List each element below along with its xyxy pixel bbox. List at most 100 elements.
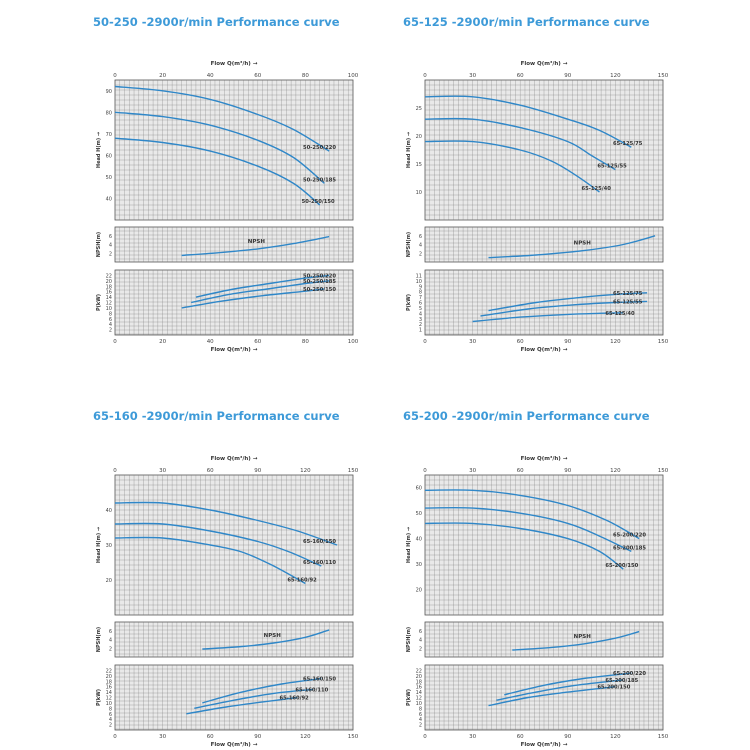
y-tick-label: 22: [416, 668, 422, 674]
x-tick-label-top: 0: [423, 73, 427, 79]
y-tick-label: 6: [109, 629, 112, 635]
head-series-label: 50-250/185: [303, 177, 336, 183]
y-tick-label: 2: [109, 646, 112, 652]
head-series-label: 65-125/75: [613, 141, 643, 147]
npsh-axis-label: NPSH(m): [406, 232, 412, 257]
chart-0: Flow Q(m³/h) →0 20 40 60 80 100405060708090He…: [96, 60, 359, 353]
power-axis-label: P(kW): [406, 689, 412, 706]
y-tick-label: 18: [106, 679, 112, 685]
x-tick-label-bottom: 90: [254, 734, 261, 740]
head-curve: [114, 111, 325, 184]
y-tick-label: 2: [419, 251, 422, 257]
head-curve: [424, 117, 616, 171]
y-tick-label: 2: [419, 646, 422, 652]
y-tick-label: 40: [106, 508, 112, 514]
x-tick-label-bottom: 40: [207, 339, 214, 345]
y-tick-label: 25: [416, 106, 422, 112]
y-tick-label: 14: [106, 690, 112, 696]
x-tick-label-bottom: 150: [658, 734, 669, 740]
power-panel: 246810121416182022P(kW)65-200/22065-200/…: [406, 664, 664, 731]
y-tick-label: 4: [419, 638, 422, 644]
y-tick-label: 7: [419, 295, 422, 301]
y-tick-label: 4: [109, 243, 112, 249]
y-tick-label: 2: [419, 723, 422, 729]
y-tick-label: 20: [416, 134, 422, 140]
power-curve: [496, 679, 624, 701]
x-tick-label-top: 30: [469, 468, 476, 474]
head-curve: [114, 137, 321, 206]
power-series-label: 65-125/55: [613, 299, 643, 305]
power-series-label: 65-200/220: [613, 671, 646, 677]
y-tick-label: 4: [419, 717, 422, 723]
x-tick-label-bottom: 60: [207, 734, 214, 740]
head-axis-label: Head H(m) →: [96, 132, 102, 168]
npsh-curve: [181, 235, 330, 257]
power-series-label: 50-250/185: [303, 279, 336, 285]
y-tick-label: 14: [106, 295, 112, 301]
head-series-label: 50-250/220: [303, 145, 336, 151]
y-tick-label: 6: [419, 712, 422, 718]
y-tick-label: 11: [416, 273, 422, 279]
head-curve: [424, 489, 640, 540]
x-tick-label-bottom: 30: [159, 734, 166, 740]
y-tick-label: 4: [419, 243, 422, 249]
head-series-label: 65-200/220: [613, 533, 646, 539]
y-tick-label: 30: [106, 543, 112, 549]
npsh-curve: [512, 630, 640, 651]
npsh-curve-label: NPSH: [248, 239, 266, 245]
npsh-axis-label: NPSH(m): [96, 627, 102, 652]
y-tick-label: 40: [106, 196, 112, 202]
head-series-label: 65-125/55: [597, 164, 627, 170]
head-series-label: 65-200/185: [613, 545, 646, 551]
y-tick-label: 18: [106, 284, 112, 290]
chart-title: 65-160 -2900r/min Performance curve: [93, 409, 340, 423]
y-tick-label: 2: [109, 723, 112, 729]
x-tick-label-top: 40: [207, 73, 214, 79]
y-tick-label: 6: [109, 317, 112, 323]
head-curve: [424, 140, 600, 193]
y-tick-label: 22: [106, 273, 112, 279]
y-tick-label: 6: [419, 234, 422, 240]
x-tick-label-top: 60: [254, 73, 261, 79]
chart-title: 50-250 -2900r/min Performance curve: [93, 15, 340, 29]
y-tick-label: 12: [106, 696, 112, 702]
y-tick-label: 2: [109, 328, 112, 334]
x-tick-label-bottom: 120: [610, 339, 621, 345]
y-tick-label: 12: [416, 696, 422, 702]
y-tick-label: 22: [106, 668, 112, 674]
y-tick-label: 10: [106, 701, 112, 707]
y-tick-label: 40: [416, 537, 422, 543]
y-tick-label: 4: [109, 322, 112, 328]
x-tick-label-top: 60: [517, 73, 524, 79]
power-series-label: 65-160/92: [279, 696, 309, 702]
x-tick-label-bottom: 0: [113, 734, 117, 740]
head-series-label: 65-200/150: [605, 563, 638, 569]
power-curve: [472, 312, 624, 323]
x-tick-label-top: 90: [564, 468, 571, 474]
flow-axis-label-top: Flow Q(m³/h) →: [211, 60, 258, 67]
flow-axis-label-bottom: Flow Q(m³/h) →: [211, 346, 258, 353]
y-tick-label: 8: [419, 290, 422, 296]
head-curve: [114, 501, 338, 546]
y-tick-label: 20: [416, 588, 422, 594]
y-tick-label: 6: [419, 629, 422, 635]
y-tick-label: 6: [109, 234, 112, 240]
head-curve: [114, 536, 306, 585]
x-tick-label-bottom: 90: [564, 339, 571, 345]
x-tick-label-top: 0: [113, 468, 117, 474]
chart-3: Flow Q(m³/h) →0 30 60 90 120 1502030405060Hea…: [406, 455, 669, 748]
y-tick-label: 4: [109, 717, 112, 723]
y-tick-label: 10: [416, 190, 422, 196]
chart-title: 65-200 -2900r/min Performance curve: [403, 409, 650, 423]
y-tick-label: 60: [106, 153, 112, 159]
x-tick-label-top: 30: [159, 468, 166, 474]
y-tick-label: 20: [106, 674, 112, 680]
head-series-label: 65-160/150: [303, 539, 336, 545]
y-tick-label: 3: [419, 317, 422, 323]
x-tick-label-top: 60: [207, 468, 214, 474]
npsh-panel: 2 4 6 NPSH(m) NPSH: [406, 226, 664, 263]
x-tick-label-bottom: 90: [564, 734, 571, 740]
x-tick-label-bottom: 60: [254, 339, 261, 345]
